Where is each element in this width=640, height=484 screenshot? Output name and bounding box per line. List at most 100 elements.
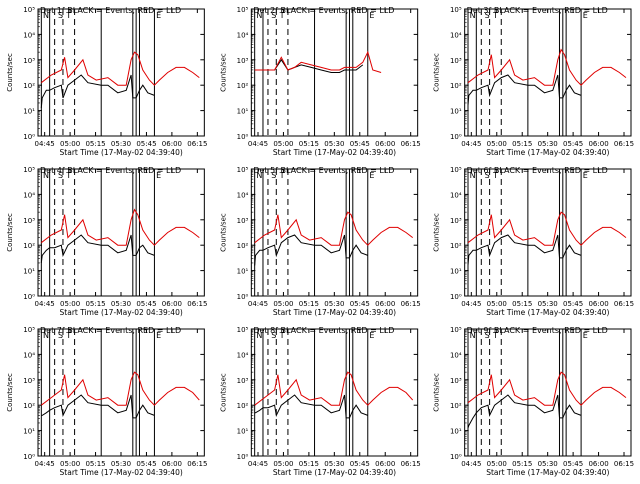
chart-title: Det 2f BLACK = Events, RED = LLD — [253, 6, 394, 15]
y-tick-label: 10³ — [450, 217, 462, 225]
x-tick-label: 06:15 — [187, 460, 207, 468]
x-tick-label: 05:45 — [136, 140, 156, 148]
x-tick-label: 04:45 — [461, 140, 481, 148]
panel-det-1: N S T E 10⁰ 10¹ 10² 10³ 10⁴ 10⁵ 04:45 05:00 05:15 05:… — [6, 6, 207, 157]
y-tick-label: 10⁴ — [450, 191, 462, 199]
x-tick-label: 04:45 — [248, 140, 268, 148]
series-line-events — [40, 74, 155, 109]
interval-label: S — [485, 171, 490, 180]
y-tick-label: 10⁰ — [450, 293, 462, 301]
y-tick-label: 10⁴ — [237, 31, 249, 39]
series-line-events — [467, 394, 582, 429]
x-tick-label: 05:00 — [273, 300, 293, 308]
x-tick-label: 05:00 — [487, 460, 507, 468]
x-tick-label: 05:45 — [563, 300, 583, 308]
y-tick-label: 10⁵ — [23, 166, 35, 174]
x-tick-label: 05:30 — [538, 300, 558, 308]
x-tick-label: 05:45 — [350, 300, 370, 308]
x-tick-label: 06:00 — [162, 460, 182, 468]
x-tick-label: 05:30 — [111, 300, 131, 308]
y-axis-label: Counts/sec — [6, 213, 14, 252]
x-axis-label: Start Time (17-May-02 04:39:40) — [60, 308, 183, 317]
y-tick-label: 10⁵ — [237, 166, 249, 174]
interval-label: T — [65, 171, 71, 180]
x-tick-label: 06:15 — [614, 300, 634, 308]
x-tick-label: 05:00 — [60, 460, 80, 468]
y-tick-label: 10¹ — [450, 268, 462, 276]
chart-title: Det 9f BLACK = Events, RED = LLD — [467, 326, 608, 335]
y-tick-label: 10² — [23, 82, 35, 90]
x-axis-label: Start Time (17-May-02 04:39:40) — [486, 148, 609, 157]
y-tick-label: 10⁴ — [23, 31, 35, 39]
x-tick-label: 04:45 — [35, 300, 55, 308]
y-tick-label: 10² — [450, 402, 462, 410]
interval-label: E — [583, 11, 588, 20]
x-axis-label: Start Time (17-May-02 04:39:40) — [60, 468, 183, 477]
interval-label: S — [271, 171, 276, 180]
series-line-lld — [467, 371, 627, 406]
x-tick-label: 05:00 — [273, 460, 293, 468]
x-tick-label: 05:45 — [350, 140, 370, 148]
x-tick-label: 05:15 — [85, 140, 105, 148]
y-axis-label: Counts/sec — [6, 53, 14, 92]
interval-label: N — [256, 11, 262, 20]
y-tick-label: 10⁵ — [237, 6, 249, 14]
x-tick-label: 05:45 — [563, 140, 583, 148]
y-tick-label: 10⁴ — [450, 351, 462, 359]
series-line-events — [254, 394, 368, 419]
x-tick-label: 06:15 — [401, 140, 421, 148]
chart-title: Det 8f BLACK = Events, RED = LLD — [253, 326, 394, 335]
x-tick-label: 05:30 — [324, 140, 344, 148]
chart-title: Det 1f BLACK = Events, RED = LLD — [40, 6, 181, 15]
interval-label: S — [58, 331, 63, 340]
chart-title: Det 7f BLACK = Events, RED = LLD — [40, 326, 181, 335]
y-tick-label: 10⁴ — [237, 191, 249, 199]
interval-label: E — [369, 331, 374, 340]
x-tick-label: 06:15 — [614, 140, 634, 148]
panel-det-3: N S T E 10⁰ 10¹ 10² 10³ 10⁴ 10⁵ 04:45 05:00 05:15 05:… — [433, 6, 634, 157]
x-tick-label: 04:45 — [248, 300, 268, 308]
interval-label: N — [43, 11, 49, 20]
series-line-events — [467, 74, 582, 106]
series-line-events — [41, 394, 155, 419]
interval-label: N — [43, 331, 49, 340]
x-tick-label: 05:00 — [273, 140, 293, 148]
y-axis-label: Counts/sec — [219, 53, 227, 92]
y-tick-label: 10¹ — [23, 108, 35, 116]
interval-label: T — [492, 331, 498, 340]
interval-label: E — [156, 11, 161, 20]
interval-label: N — [43, 171, 49, 180]
y-tick-label: 10³ — [450, 377, 462, 385]
y-tick-label: 10³ — [237, 217, 249, 225]
interval-label: E — [369, 11, 374, 20]
y-axis-label: Counts/sec — [433, 213, 441, 252]
y-tick-label: 10⁵ — [450, 166, 462, 174]
x-axis-label: Start Time (17-May-02 04:39:40) — [60, 148, 183, 157]
interval-label: T — [279, 331, 285, 340]
x-tick-label: 05:15 — [85, 300, 105, 308]
interval-label: N — [256, 331, 262, 340]
x-tick-label: 05:45 — [136, 300, 156, 308]
x-axis-label: Start Time (17-May-02 04:39:40) — [273, 148, 396, 157]
x-tick-label: 05:15 — [512, 140, 532, 148]
y-tick-label: 10⁰ — [237, 293, 249, 301]
x-tick-label: 04:45 — [248, 460, 268, 468]
interval-label: E — [583, 331, 588, 340]
y-axis-label: Counts/sec — [6, 373, 14, 412]
x-axis-label: Start Time (17-May-02 04:39:40) — [273, 308, 396, 317]
series-line-lld — [40, 208, 200, 246]
y-tick-label: 10² — [237, 242, 249, 250]
series-line-lld — [254, 371, 414, 406]
y-tick-label: 10¹ — [450, 428, 462, 436]
x-tick-label: 06:00 — [375, 300, 395, 308]
series-line-events — [40, 234, 155, 264]
y-axis-label: Counts/sec — [219, 213, 227, 252]
y-axis-label: Counts/sec — [433, 53, 441, 92]
y-tick-label: 10⁴ — [450, 31, 462, 39]
interval-label: E — [156, 331, 161, 340]
x-tick-label: 05:45 — [136, 460, 156, 468]
interval-label: S — [485, 331, 490, 340]
chart-title: Det 3f BLACK = Events, RED = LLD — [467, 6, 608, 15]
y-tick-label: 10⁵ — [450, 326, 462, 334]
